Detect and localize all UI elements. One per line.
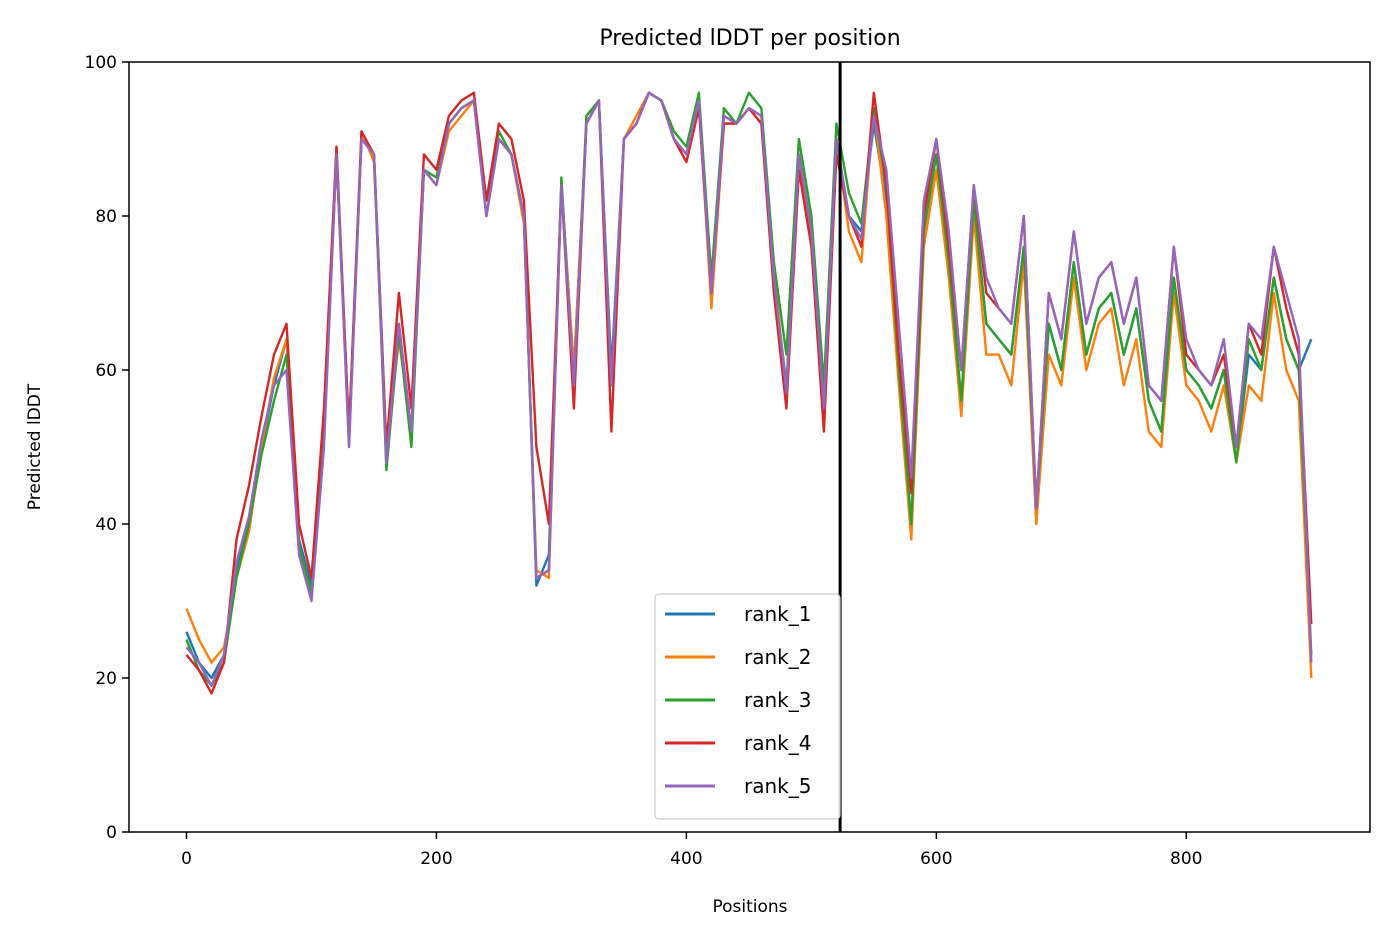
x-tick-label: 0 — [181, 849, 192, 869]
legend: rank_1 rank_2 rank_3 rank_4 rank_5 — [654, 593, 841, 820]
legend-label-rank_5: rank_5 — [744, 774, 811, 798]
x-tick-label: 200 — [420, 849, 452, 869]
legend-label-rank_1: rank_1 — [744, 602, 811, 626]
y-tick-label: 20 — [95, 669, 117, 689]
y-tick-label: 60 — [95, 361, 117, 381]
plot-frame — [128, 61, 1371, 833]
x-tick-label: 600 — [920, 849, 952, 869]
y-tick-label: 100 — [85, 53, 117, 73]
legend-box — [654, 593, 841, 820]
legend-label-rank_4: rank_4 — [744, 731, 811, 755]
series-line-rank_5 — [185, 91, 1313, 687]
legend-label-rank_2: rank_2 — [744, 645, 811, 669]
y-tick-label: 40 — [95, 515, 117, 535]
x-tick-label: 800 — [1170, 849, 1202, 869]
x-axis-label: Positions — [712, 897, 787, 917]
y-axis-label: Predicted lDDT — [25, 383, 45, 510]
chart-title: Predicted lDDT per position — [599, 26, 900, 51]
y-tick-label: 80 — [95, 207, 117, 227]
axes: 0 200 400 600 800 0 20 40 60 80 100 — [85, 53, 1203, 869]
y-tick-label: 0 — [106, 823, 117, 843]
x-tick-label: 400 — [670, 849, 702, 869]
legend-label-rank_3: rank_3 — [744, 688, 811, 712]
